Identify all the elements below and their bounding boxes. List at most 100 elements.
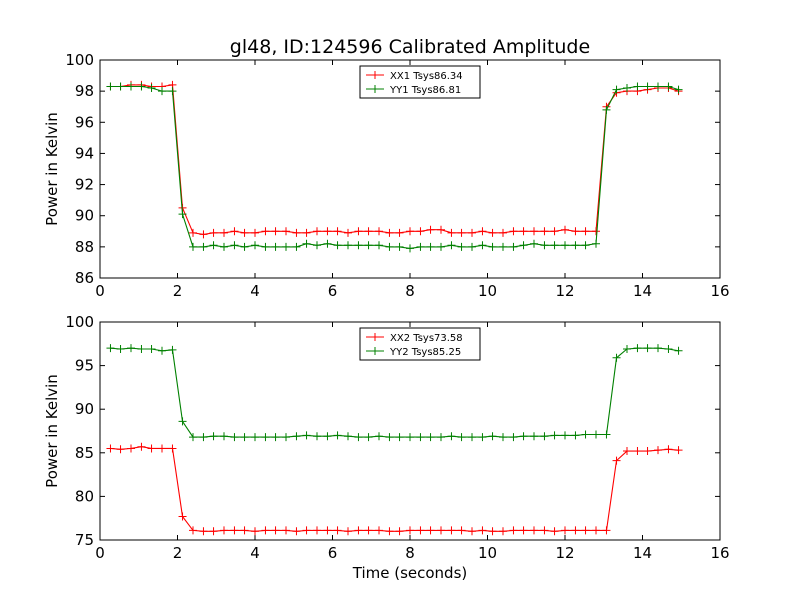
- x-tick-label: 12: [555, 282, 574, 300]
- chart-title: gl48, ID:124596 Calibrated Amplitude: [230, 36, 590, 58]
- legend-label: XX1 Tsys86.34: [390, 71, 463, 82]
- data-point: [251, 433, 259, 442]
- data-point: [116, 445, 125, 454]
- data-point: [251, 228, 259, 237]
- data-point: [137, 442, 146, 451]
- data-point: [406, 526, 414, 535]
- data-point: [271, 433, 280, 442]
- data-point: [406, 433, 414, 442]
- data-point: [292, 242, 301, 251]
- data-point: [178, 512, 187, 521]
- x-tick-label: 10: [478, 544, 497, 562]
- data-point: [654, 344, 662, 353]
- x-tick-label: 8: [405, 282, 415, 300]
- data-point: [333, 227, 342, 236]
- data-point: [209, 228, 218, 237]
- legend-marker: [371, 333, 379, 341]
- data-point: [178, 210, 187, 219]
- data-point: [137, 345, 146, 354]
- data-point: [488, 242, 497, 251]
- data-point: [344, 432, 352, 441]
- data-point: [354, 433, 363, 442]
- data-point: [540, 241, 549, 250]
- data-point: [654, 82, 662, 91]
- data-point: [561, 431, 569, 440]
- data-point: [302, 228, 311, 237]
- data-point: [168, 345, 177, 354]
- data-point: [499, 527, 507, 536]
- data-point: [499, 228, 507, 237]
- data-point: [540, 432, 549, 441]
- data-point: [437, 225, 445, 234]
- data-point: [437, 526, 445, 535]
- y-tick-label: 94: [75, 144, 94, 162]
- data-point: [147, 84, 156, 93]
- data-point: [106, 82, 115, 91]
- data-point: [447, 526, 456, 535]
- data-point: [302, 431, 311, 440]
- data-point: [488, 527, 497, 536]
- data-point: [230, 433, 239, 442]
- x-tick-label: 10: [478, 282, 497, 300]
- data-point: [199, 242, 208, 251]
- data-point: [240, 228, 249, 237]
- data-point: [540, 227, 549, 236]
- data-point: [561, 526, 569, 535]
- data-point: [395, 433, 404, 442]
- data-point: [323, 432, 332, 441]
- x-tick-label: 4: [250, 544, 260, 562]
- data-point: [592, 526, 600, 535]
- data-point: [333, 526, 342, 535]
- data-point: [571, 227, 580, 236]
- y-tick-label: 75: [75, 531, 94, 549]
- data-point: [240, 242, 249, 251]
- data-point: [664, 445, 673, 454]
- data-point: [251, 241, 259, 250]
- data-point: [602, 526, 611, 535]
- data-point: [364, 227, 373, 236]
- data-point: [468, 242, 476, 251]
- data-point: [189, 526, 197, 535]
- data-point: [426, 433, 435, 442]
- data-point: [199, 433, 208, 442]
- x-tick-label: 2: [173, 282, 183, 300]
- data-point: [147, 444, 156, 453]
- data-point: [654, 446, 662, 455]
- legend-box: [359, 327, 481, 361]
- data-point: [561, 241, 569, 250]
- data-point: [530, 432, 538, 441]
- legend-box: [359, 65, 481, 99]
- data-point: [633, 344, 642, 353]
- data-point: [375, 432, 383, 441]
- data-point: [499, 433, 507, 442]
- data-point: [344, 228, 352, 237]
- x-tick-label: 0: [95, 282, 105, 300]
- data-point: [426, 526, 435, 535]
- x-tick-label: 14: [633, 544, 652, 562]
- data-point: [127, 444, 135, 453]
- y-tick-label: 90: [75, 207, 94, 225]
- x-tick-label: 0: [95, 544, 105, 562]
- y-tick-label: 86: [75, 269, 94, 287]
- data-point: [220, 432, 228, 441]
- data-point: [261, 242, 270, 251]
- data-point: [633, 82, 642, 91]
- series-2: [106, 82, 683, 253]
- data-point: [302, 239, 311, 248]
- data-point: [581, 430, 590, 439]
- data-point: [220, 526, 228, 535]
- subplot-2: 0 2 4 6 8 10 12 14 16 75 80 85 90 95 100 Power in Kelvi…: [43, 313, 730, 562]
- data-point: [375, 227, 383, 236]
- data-point: [354, 526, 363, 535]
- data-point: [530, 227, 538, 236]
- data-point: [364, 241, 373, 250]
- data-point: [230, 227, 239, 236]
- data-point: [550, 227, 559, 236]
- data-point: [302, 526, 311, 535]
- data-point: [581, 526, 590, 535]
- data-point: [592, 430, 600, 439]
- legend-label: YY1 Tsys86.81: [389, 85, 461, 96]
- data-point: [158, 444, 166, 453]
- data-point: [251, 527, 259, 536]
